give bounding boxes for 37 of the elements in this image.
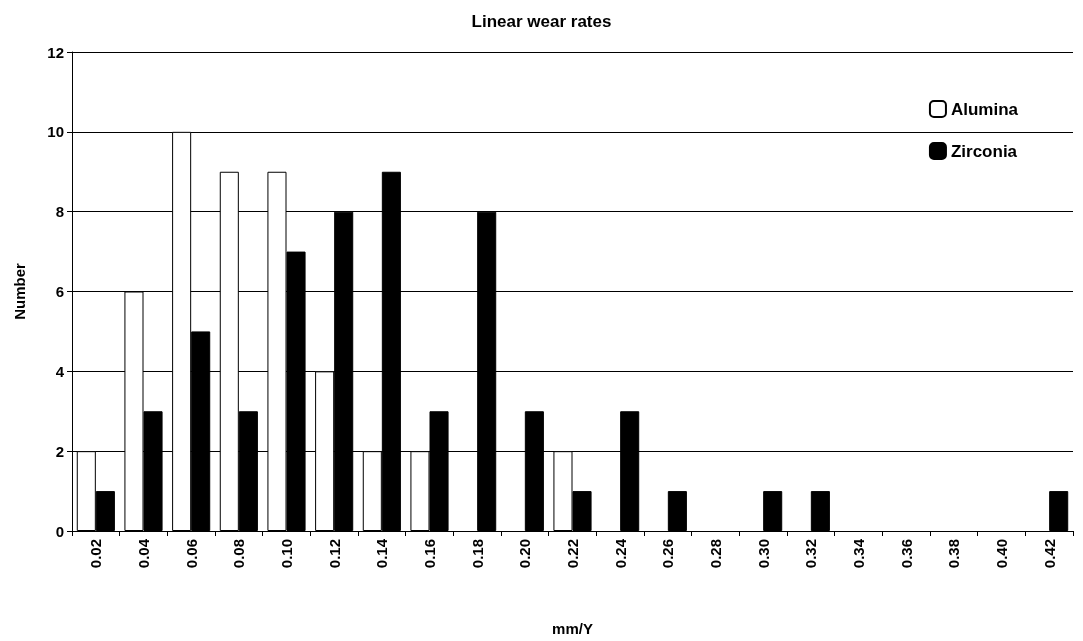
bar <box>763 491 783 531</box>
bar <box>810 491 830 531</box>
x-tick-label: 0.34 <box>850 538 867 569</box>
legend-label: Zirconia <box>950 141 1018 161</box>
x-tick-label: 0.16 <box>421 539 438 569</box>
x-tick-label: 0.12 <box>325 539 343 569</box>
x-tick-label: 0.04 <box>135 538 152 569</box>
y-tick-label: 0 <box>55 522 64 540</box>
x-tick-label: 0.22 <box>564 539 581 569</box>
y-tick-label: 10 <box>47 123 64 141</box>
x-tick-label: 0.28 <box>707 539 724 569</box>
x-tick-label: 0.26 <box>659 539 677 569</box>
x-tick-label: 0.14 <box>373 538 391 569</box>
x-tick-label: 0.02 <box>87 539 105 569</box>
x-tick-label: 0.42 <box>1040 539 1058 569</box>
bar <box>667 491 687 531</box>
y-tick-label: 4 <box>55 362 65 380</box>
x-tick-label: 0.06 <box>182 539 200 569</box>
x-tick-label: 0.18 <box>468 539 486 569</box>
y-axis-title: Number <box>11 263 28 320</box>
x-tick-label: 0.20 <box>516 539 534 569</box>
x-axis-title: mm/Y <box>552 620 593 637</box>
legend-label: Alumina <box>950 99 1019 119</box>
x-tick-label: 0.10 <box>278 539 295 569</box>
y-tick-label: 8 <box>55 203 64 221</box>
x-tick-label: 0.24 <box>611 538 629 569</box>
x-tick-label: 0.38 <box>945 539 963 569</box>
x-tick-label: 0.30 <box>754 539 772 569</box>
x-tick-label: 0.36 <box>897 539 915 569</box>
y-tick-label: 2 <box>55 442 64 460</box>
bar <box>1049 491 1069 531</box>
chart-title: Linear wear rates <box>471 12 612 31</box>
y-tick-label: 12 <box>47 43 64 61</box>
x-tick-label: 0.08 <box>230 539 248 569</box>
x-tick-label: 0.40 <box>993 539 1010 569</box>
y-tick-label: 6 <box>55 283 64 300</box>
x-tick-label: 0.32 <box>802 539 820 569</box>
